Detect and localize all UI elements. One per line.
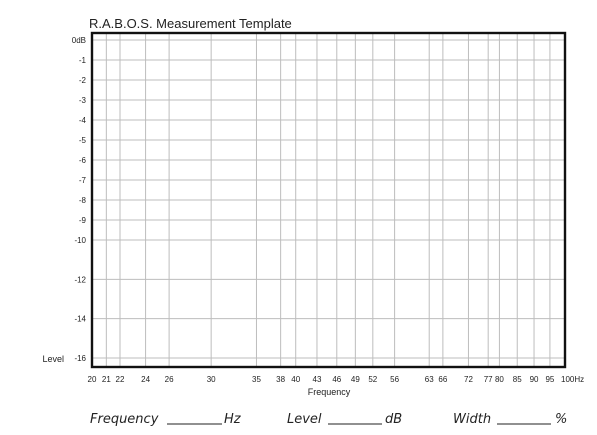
x-tick-label: 20 xyxy=(88,375,97,384)
y-tick-label: -3 xyxy=(79,96,87,105)
y-tick-label: -5 xyxy=(79,136,87,145)
x-tick-label: 35 xyxy=(252,375,261,384)
measurement-footer: Frequency Hz Level dB Width % xyxy=(90,412,567,427)
width-field-label: Width xyxy=(453,412,491,427)
x-tick-label: 40 xyxy=(291,375,300,384)
y-tick-label: -6 xyxy=(79,156,87,165)
x-tick-label: 63 xyxy=(425,375,434,384)
y-tick-label: 0dB xyxy=(72,36,86,45)
grid-lines xyxy=(91,33,566,367)
x-tick-label: 22 xyxy=(116,375,125,384)
x-tick-label: 66 xyxy=(438,375,447,384)
y-tick-label: -7 xyxy=(79,176,87,185)
x-tick-label: 52 xyxy=(368,375,377,384)
frequency-unit-label: Hz xyxy=(224,412,242,427)
y-tick-label: -9 xyxy=(79,216,87,225)
x-tick-label: 49 xyxy=(351,375,360,384)
level-field-label: Level xyxy=(287,412,322,427)
x-tick-label: 46 xyxy=(332,375,341,384)
y-tick-label: -12 xyxy=(74,275,86,284)
y-axis-label: Level xyxy=(42,354,64,364)
x-axis-label: Frequency xyxy=(308,387,351,397)
y-axis-ticks: 0dB -1 -2 -3 -4 -5 -6 -7 -8 -9 -10 -12 -14 -16 xyxy=(72,36,87,363)
x-tick-label: 80 xyxy=(495,375,504,384)
x-tick-label: 21 xyxy=(102,375,111,384)
level-unit-label: dB xyxy=(385,412,402,427)
plot-frame xyxy=(90,31,567,369)
width-unit-label: % xyxy=(555,412,567,427)
x-tick-label: 43 xyxy=(313,375,322,384)
y-tick-label: -10 xyxy=(74,236,86,245)
x-axis-ticks: 20 21 22 24 26 30 35 38 40 43 46 49 52 56 63 66 72 77 80 85… xyxy=(88,375,585,384)
x-tick-label: 72 xyxy=(464,375,473,384)
y-tick-label: -4 xyxy=(79,116,87,125)
chart-title: R.A.B.O.S. Measurement Template xyxy=(89,16,292,31)
x-tick-label: 56 xyxy=(390,375,399,384)
y-tick-label: -2 xyxy=(79,76,87,85)
x-tick-label: 77 xyxy=(484,375,493,384)
x-tick-label: 95 xyxy=(545,375,554,384)
x-tick-label: 90 xyxy=(530,375,539,384)
x-tick-label: 30 xyxy=(207,375,216,384)
x-tick-label: 100Hz xyxy=(561,375,584,384)
y-tick-label: -14 xyxy=(74,315,86,324)
x-tick-label: 24 xyxy=(141,375,150,384)
x-tick-label: 38 xyxy=(276,375,285,384)
y-tick-label: -16 xyxy=(74,354,86,363)
y-tick-label: -1 xyxy=(79,56,87,65)
y-tick-label: -8 xyxy=(79,196,87,205)
x-tick-label: 85 xyxy=(513,375,522,384)
frequency-field-label: Frequency xyxy=(90,412,159,427)
x-tick-label: 26 xyxy=(165,375,174,384)
